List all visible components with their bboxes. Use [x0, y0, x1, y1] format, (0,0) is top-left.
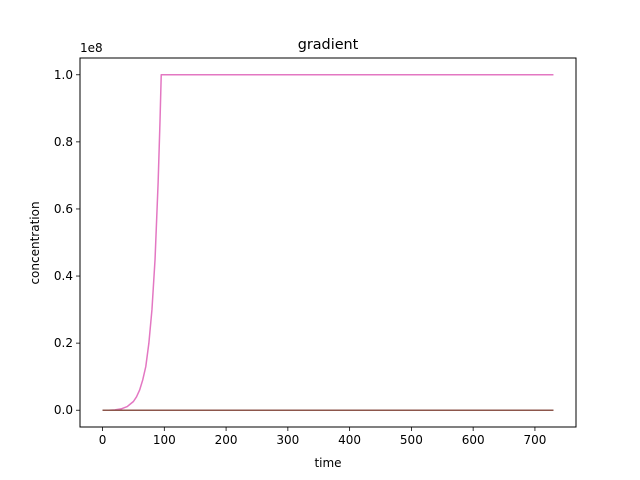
axes-frame: [79, 57, 577, 428]
y-tick-label: 1.0: [54, 68, 73, 82]
y-tick-label: 0.0: [54, 403, 73, 417]
series-line-0: [102, 74, 554, 411]
x-tick-label: 200: [215, 433, 238, 447]
x-tick-label: 300: [276, 433, 299, 447]
x-tick-label: 400: [338, 433, 361, 447]
y-ticks: 0.0 0.2 0.4 0.6 0.8 1.0: [54, 68, 80, 417]
x-tick-label: 100: [153, 433, 176, 447]
chart-title: gradient: [298, 37, 359, 53]
y-axis-label: concentration: [28, 201, 42, 284]
y-tick-label: 0.2: [54, 336, 73, 350]
y-tick-label: 0.6: [54, 202, 73, 216]
y-tick-label: 0.4: [54, 269, 73, 283]
x-tick-label: 700: [523, 433, 546, 447]
x-tick-label: 500: [400, 433, 423, 447]
x-tick-label: 600: [462, 433, 485, 447]
y-offset-label: 1e8: [80, 41, 103, 55]
y-tick-label: 0.8: [54, 135, 73, 149]
x-tick-label: 0: [99, 433, 107, 447]
x-ticks: 0 100 200 300 400 500 600 700: [99, 427, 546, 447]
x-axis-label: time: [314, 456, 341, 470]
series-layer: [102, 74, 554, 411]
